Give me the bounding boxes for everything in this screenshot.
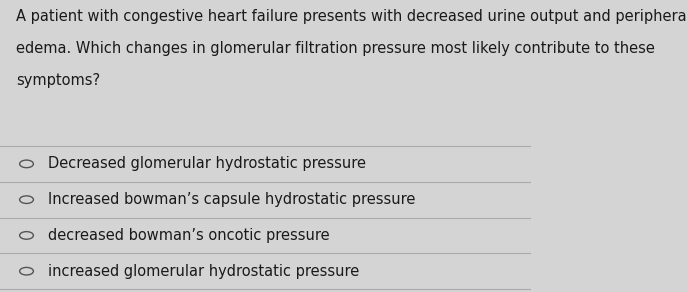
Text: increased glomerular hydrostatic pressure: increased glomerular hydrostatic pressur… <box>47 264 359 279</box>
Text: A patient with congestive heart failure presents with decreased urine output and: A patient with congestive heart failure … <box>16 9 688 24</box>
Text: symptoms?: symptoms? <box>16 73 100 88</box>
Text: Increased bowman’s capsule hydrostatic pressure: Increased bowman’s capsule hydrostatic p… <box>47 192 415 207</box>
Text: decreased bowman’s oncotic pressure: decreased bowman’s oncotic pressure <box>47 228 330 243</box>
Text: edema. Which changes in glomerular filtration pressure most likely contribute to: edema. Which changes in glomerular filtr… <box>16 41 655 56</box>
Text: Decreased glomerular hydrostatic pressure: Decreased glomerular hydrostatic pressur… <box>47 157 366 171</box>
